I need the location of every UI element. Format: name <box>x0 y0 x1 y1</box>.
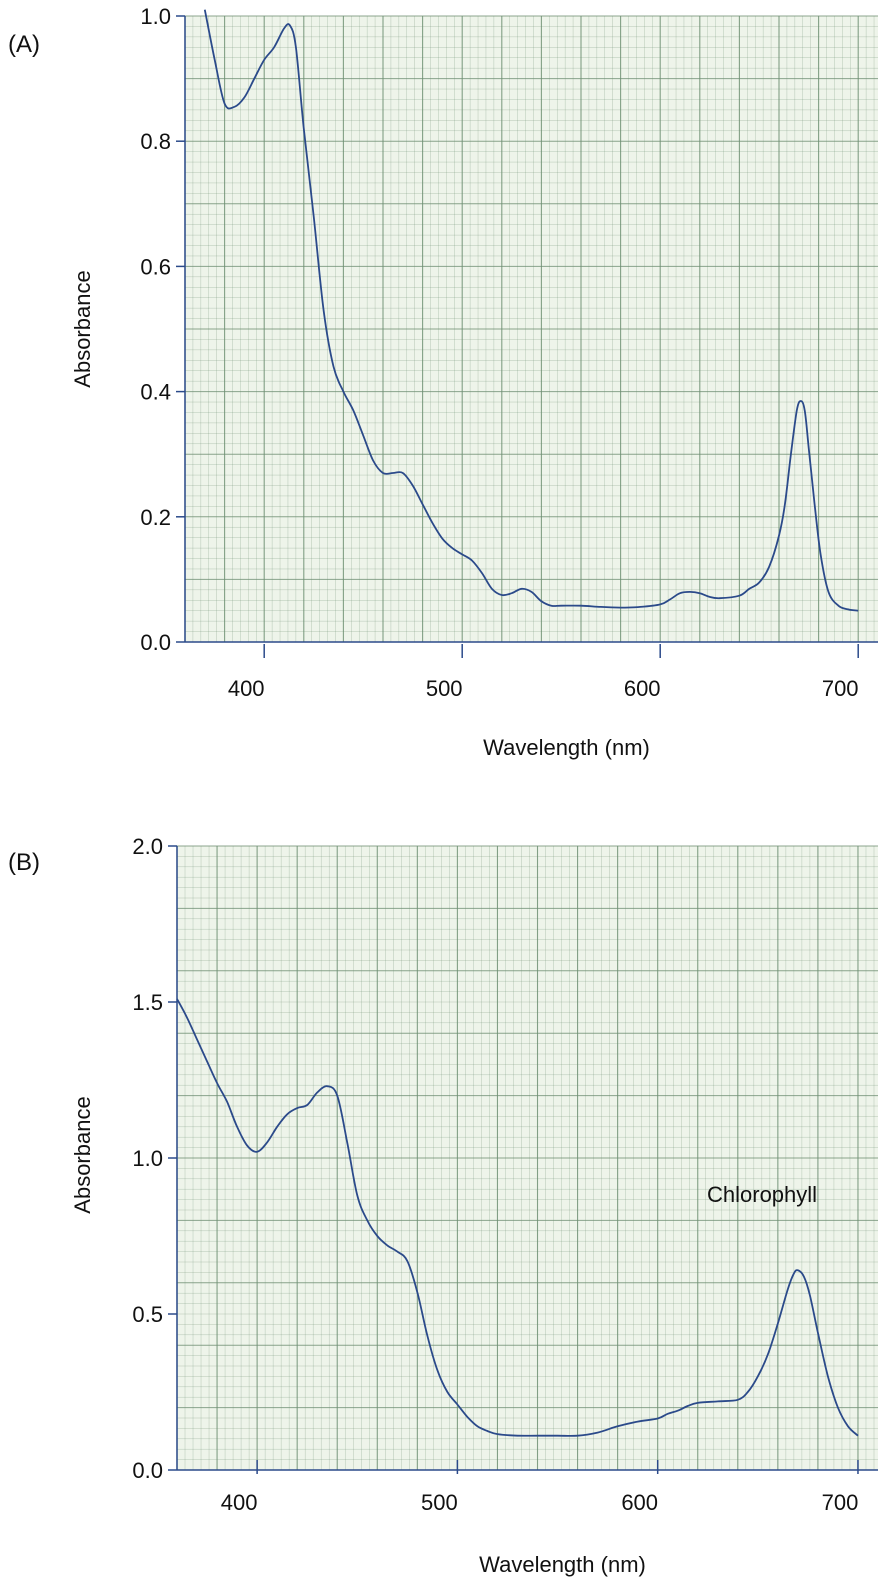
y-tick-label: 0.4 <box>140 380 171 405</box>
x-tick-label: 700 <box>822 1490 859 1515</box>
y-tick-label: 0.6 <box>140 254 171 279</box>
y-tick-label: 0.5 <box>132 1302 163 1327</box>
x-tick-label: 700 <box>822 676 859 701</box>
panel-label: (A) <box>8 31 40 58</box>
y-axis-title: Absorbance <box>70 270 95 387</box>
y-tick-label: 0.0 <box>140 630 171 655</box>
grid <box>184 15 878 643</box>
panel-label: (B) <box>8 849 40 876</box>
x-tick-label: 400 <box>228 676 265 701</box>
y-tick-label: 0.0 <box>132 1458 163 1483</box>
panel-b: 0.0 0.5 1.0 1.5 2.0 400 500 600 700 Wavelength (n… <box>8 834 878 1577</box>
chlorophyll-annotation: Chlorophyll <box>707 1182 817 1207</box>
y-tick-label: 0.2 <box>140 505 171 530</box>
absorbance-series-line <box>203 9 859 612</box>
x-tick-label: 500 <box>426 676 463 701</box>
panel-a: 0.0 0.2 0.4 0.6 0.8 1.0 400 500 600 700 Wavelength… <box>8 4 878 760</box>
absorbance-series-line <box>176 998 859 1437</box>
x-tick-label: 600 <box>624 676 661 701</box>
x-axis-title: Wavelength (nm) <box>483 735 650 760</box>
y-axis-title: Absorbance <box>70 1096 95 1213</box>
y-tick-label: 0.8 <box>140 129 171 154</box>
grid <box>176 845 878 1471</box>
y-tick-label: 2.0 <box>132 834 163 859</box>
x-tick-label: 500 <box>421 1490 458 1515</box>
y-tick-label: 1.0 <box>140 4 171 29</box>
x-axis-title: Wavelength (nm) <box>479 1552 646 1577</box>
x-tick-label: 400 <box>221 1490 258 1515</box>
x-tick-label: 600 <box>621 1490 658 1515</box>
y-tick-label: 1.5 <box>132 990 163 1015</box>
y-tick-label: 1.0 <box>132 1146 163 1171</box>
